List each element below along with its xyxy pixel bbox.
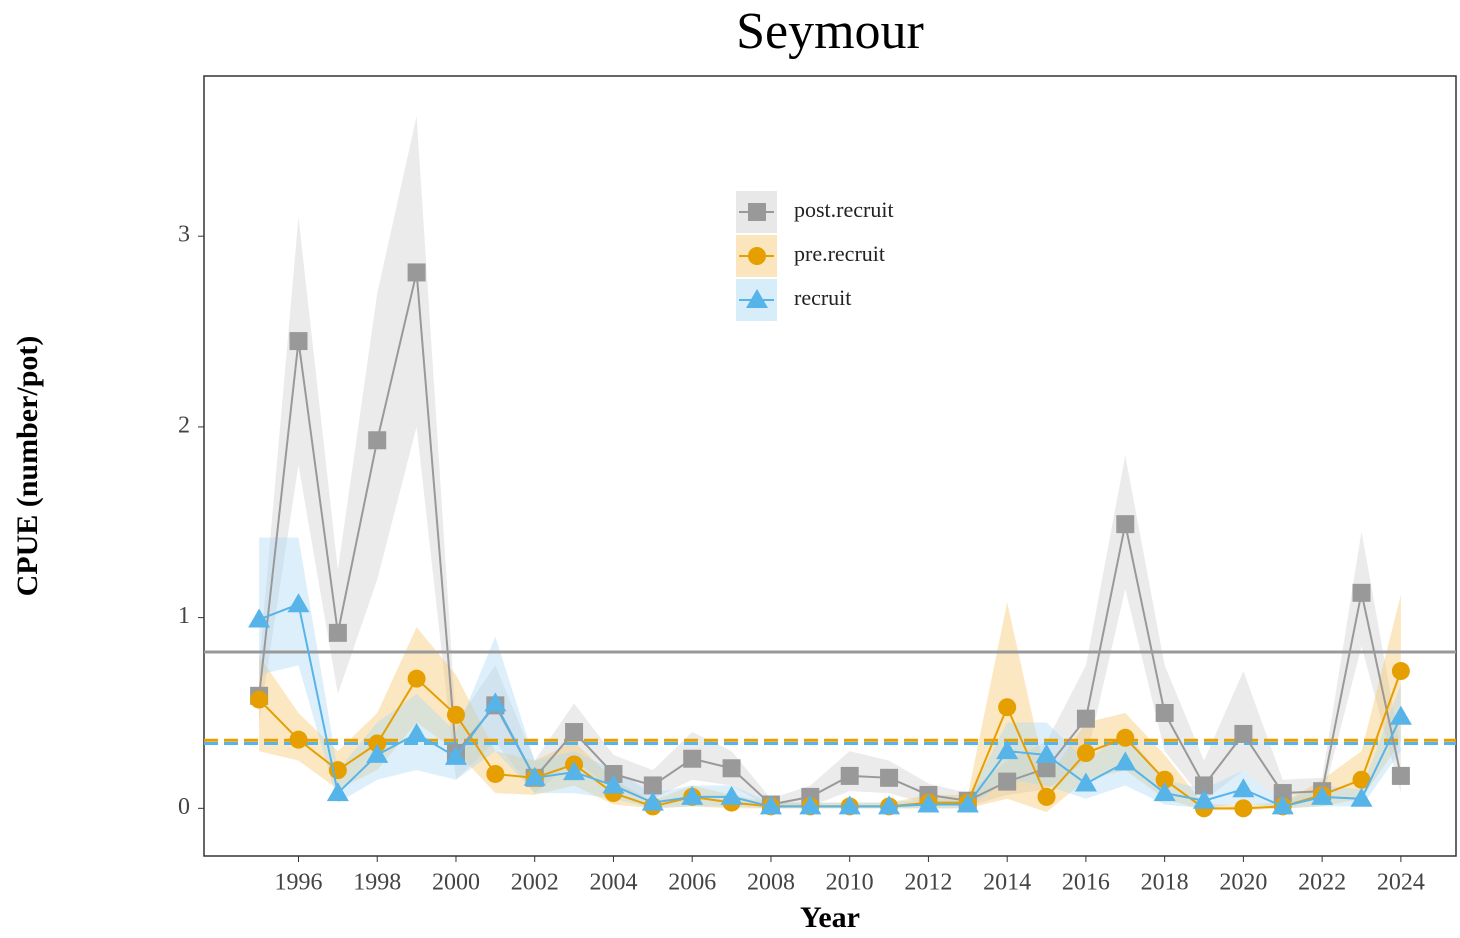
marker <box>1037 759 1056 778</box>
x-tick-label: 2014 <box>983 870 1031 896</box>
x-tick-label: 2002 <box>511 870 559 896</box>
x-tick-label: 2022 <box>1298 870 1346 896</box>
x-tick-label: 1998 <box>353 870 401 896</box>
y-axis-label: CPUE (number/pot) <box>11 336 44 597</box>
legend-label: recruit <box>794 285 851 310</box>
marker <box>287 593 310 613</box>
marker <box>1116 728 1135 747</box>
marker <box>681 785 704 805</box>
x-tick-label: 2008 <box>747 870 795 896</box>
marker <box>996 740 1019 760</box>
marker <box>289 332 308 351</box>
marker <box>326 782 349 802</box>
marker <box>1311 785 1334 805</box>
legend-marker <box>748 247 766 265</box>
marker <box>368 431 387 450</box>
marker <box>523 766 546 786</box>
marker <box>998 772 1017 791</box>
marker <box>1076 744 1095 763</box>
marker <box>248 608 271 628</box>
marker <box>759 795 782 815</box>
marker <box>366 743 389 763</box>
marker <box>1155 703 1174 722</box>
y-tick-label: 2 <box>178 412 190 438</box>
x-tick-label: 2024 <box>1377 870 1425 896</box>
legend-marker <box>748 203 766 221</box>
x-tick-label: 2010 <box>826 870 874 896</box>
marker <box>484 692 507 712</box>
marker <box>1352 770 1371 789</box>
marker <box>604 764 623 783</box>
x-tick-label: 2020 <box>1219 870 1267 896</box>
marker <box>1232 778 1255 798</box>
marker <box>683 749 702 768</box>
marker <box>1389 705 1412 725</box>
marker <box>602 774 625 794</box>
marker <box>407 669 426 688</box>
marker <box>1271 795 1294 815</box>
plot-frame <box>203 75 1457 857</box>
x-tick-label: 2000 <box>432 870 480 896</box>
chart-title: Seymour <box>736 3 924 60</box>
marker <box>838 795 861 815</box>
marker <box>722 759 741 778</box>
marker <box>799 795 822 815</box>
y-tick-label: 1 <box>178 603 190 629</box>
y-tick-label: 0 <box>178 794 190 820</box>
marker <box>1153 782 1176 802</box>
marker <box>1074 772 1097 792</box>
marker <box>446 705 465 724</box>
marker <box>1193 789 1216 809</box>
x-tick-label: 1996 <box>274 870 322 896</box>
marker <box>1352 583 1371 602</box>
x-tick-label: 2006 <box>668 870 716 896</box>
marker <box>1273 784 1292 803</box>
marker <box>641 791 664 811</box>
marker <box>1391 766 1410 785</box>
marker <box>563 761 586 781</box>
marker <box>407 263 426 282</box>
marker <box>328 623 347 642</box>
marker <box>368 734 387 753</box>
marker <box>1391 662 1410 681</box>
marker <box>1037 787 1056 806</box>
marker <box>880 768 899 787</box>
marker <box>405 722 428 742</box>
marker <box>1155 770 1174 789</box>
marker <box>1350 787 1373 807</box>
x-tick-label: 2016 <box>1062 870 1110 896</box>
marker <box>1234 724 1253 743</box>
marker <box>956 793 979 813</box>
x-tick-label: 2004 <box>589 870 637 896</box>
marker <box>486 764 505 783</box>
legend-label: pre.recruit <box>794 241 885 266</box>
marker <box>643 776 662 795</box>
series-line <box>258 602 1402 808</box>
marker <box>289 730 308 749</box>
marker <box>1114 751 1137 771</box>
y-tick-label: 3 <box>178 222 190 248</box>
marker <box>720 785 743 805</box>
marker <box>1234 799 1253 818</box>
marker <box>840 766 859 785</box>
x-axis-label: Year <box>800 901 860 934</box>
x-tick-label: 2018 <box>1141 870 1189 896</box>
marker <box>1076 709 1095 728</box>
marker <box>250 690 269 709</box>
legend-marker <box>746 289 768 308</box>
marker <box>1116 515 1135 534</box>
x-tick-label: 2012 <box>904 870 952 896</box>
marker <box>444 745 467 765</box>
marker <box>565 723 584 742</box>
marker <box>917 793 940 813</box>
marker <box>998 698 1017 717</box>
marker <box>1035 743 1058 763</box>
marker <box>878 795 901 815</box>
legend-label: post.recruit <box>794 197 894 222</box>
confidence-band <box>259 594 1401 813</box>
marker <box>1195 776 1214 795</box>
